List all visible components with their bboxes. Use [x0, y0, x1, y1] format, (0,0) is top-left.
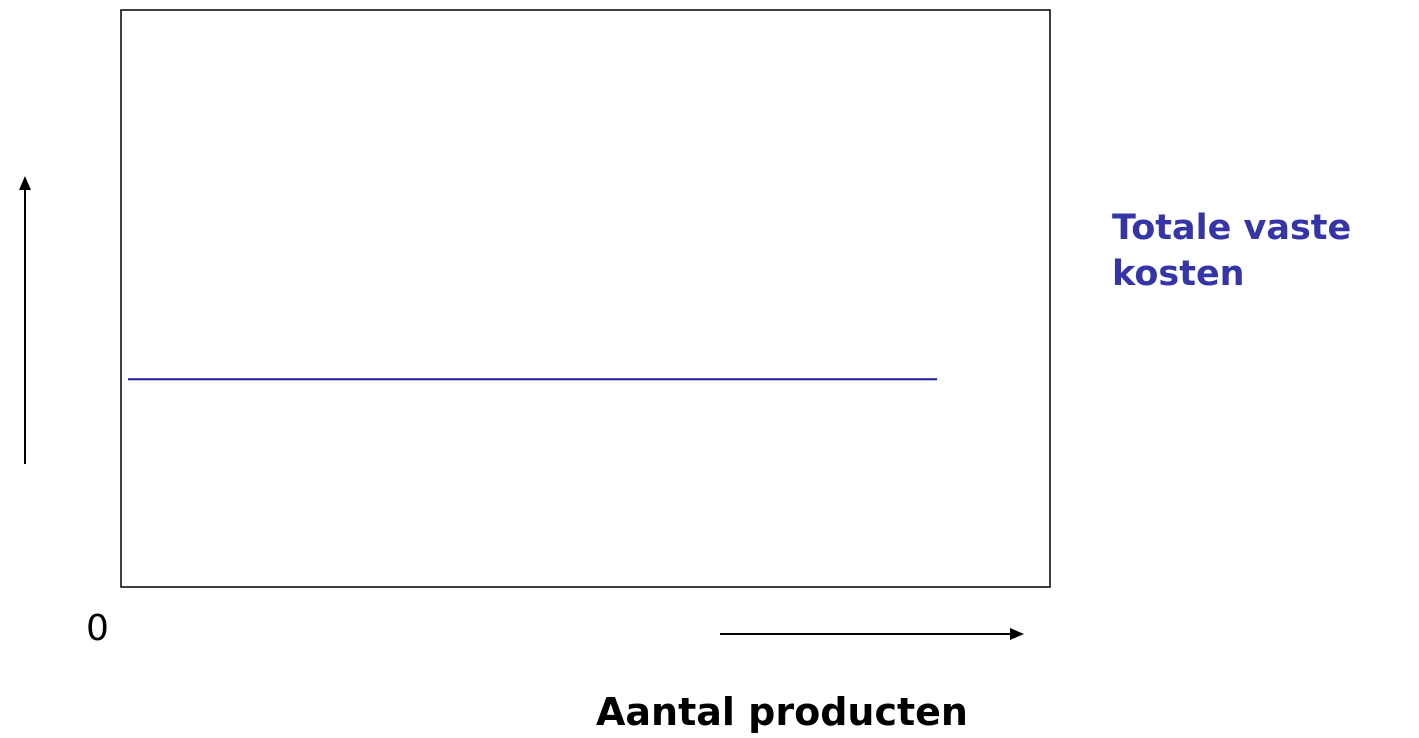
x-axis-arrow: [720, 628, 1024, 640]
plot-area-frame: [120, 9, 1051, 588]
y-axis-arrow: [19, 176, 31, 464]
y-axis-arrow-head: [19, 176, 31, 190]
series-label-line-2: kosten: [1112, 254, 1245, 294]
x-axis-label: Aantal producten: [596, 690, 968, 734]
series-label-totale-vaste-kosten: Totale vaste kosten: [1112, 205, 1412, 297]
origin-tick-label: 0: [86, 608, 109, 649]
series-label-line-1: Totale vaste: [1112, 208, 1352, 248]
x-axis-arrow-head: [1010, 628, 1024, 640]
